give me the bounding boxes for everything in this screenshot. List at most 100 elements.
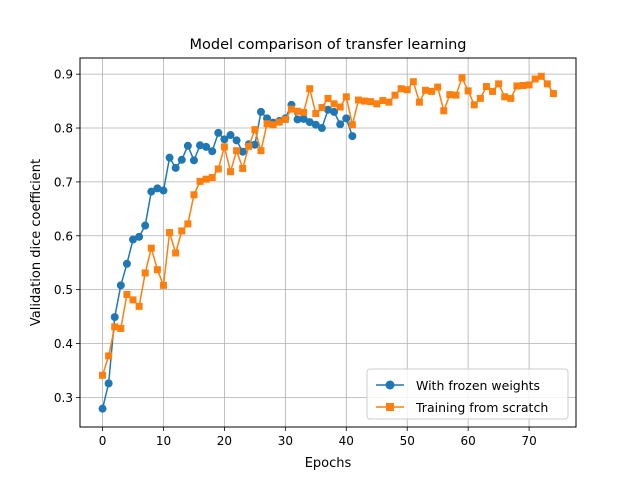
data-point-scratch	[531, 75, 539, 83]
data-point-frozen	[250, 140, 259, 149]
data-point-scratch	[178, 227, 186, 235]
data-point-scratch	[354, 96, 362, 104]
data-point-scratch	[452, 91, 460, 99]
data-point-frozen	[147, 187, 156, 196]
data-point-frozen	[330, 107, 339, 116]
data-point-scratch	[348, 121, 356, 129]
data-point-frozen	[317, 124, 326, 133]
data-point-scratch	[324, 94, 332, 102]
data-point-scratch	[166, 229, 174, 237]
data-point-frozen	[324, 105, 332, 114]
legend-marker-scratch	[386, 403, 394, 411]
x-axis-label: Epochs	[305, 456, 352, 471]
data-point-scratch	[525, 81, 533, 89]
data-point-scratch	[482, 83, 490, 91]
y-tick-label: 0.7	[54, 175, 73, 189]
data-point-scratch	[275, 118, 283, 126]
data-point-frozen	[348, 132, 357, 141]
series-layer	[98, 72, 557, 413]
data-point-scratch	[446, 91, 454, 99]
data-point-scratch	[385, 98, 393, 106]
data-point-frozen	[202, 142, 211, 151]
data-point-scratch	[220, 143, 228, 151]
data-point-scratch	[342, 93, 350, 101]
data-point-scratch	[336, 103, 344, 111]
data-point-scratch	[184, 220, 192, 228]
data-point-scratch	[294, 107, 302, 115]
data-point-frozen	[165, 153, 174, 162]
x-tick-label: 10	[156, 434, 171, 448]
data-point-scratch	[281, 115, 289, 123]
data-point-scratch	[495, 80, 503, 88]
data-point-scratch	[99, 371, 107, 379]
data-point-scratch	[123, 290, 131, 298]
data-point-frozen	[214, 128, 223, 137]
data-point-scratch	[287, 105, 295, 113]
data-point-frozen	[336, 120, 345, 129]
data-point-frozen	[311, 120, 320, 129]
data-point-frozen	[171, 163, 180, 172]
data-point-frozen	[110, 313, 119, 322]
x-tick-label: 70	[521, 434, 536, 448]
data-point-frozen	[135, 232, 144, 241]
data-point-scratch	[202, 175, 210, 183]
data-point-scratch	[507, 94, 515, 102]
y-tick-label: 0.5	[54, 283, 73, 297]
grid	[80, 58, 576, 427]
axis-ticks: 0 10 20 30 40 50 60 70 0.3 0.4 0.5 0.6 0.7 0.8 0.9	[54, 68, 537, 448]
data-point-scratch	[409, 78, 417, 86]
data-point-scratch	[153, 266, 161, 274]
legend-box	[366, 368, 569, 420]
chart-title: Model comparison of transfer learning	[189, 37, 466, 53]
data-point-frozen	[104, 379, 113, 388]
data-point-scratch	[172, 249, 180, 257]
data-point-scratch	[263, 120, 271, 128]
data-point-scratch	[476, 94, 484, 102]
data-point-frozen	[238, 147, 247, 156]
data-point-scratch	[312, 109, 320, 117]
data-point-scratch	[367, 98, 375, 106]
data-point-scratch	[373, 100, 381, 108]
data-point-scratch	[300, 108, 308, 116]
data-point-scratch	[245, 142, 253, 150]
data-point-scratch	[239, 164, 247, 172]
data-point-frozen	[220, 135, 229, 144]
y-tick-label: 0.4	[54, 337, 73, 351]
data-point-scratch	[251, 126, 259, 134]
data-point-scratch	[434, 83, 442, 91]
data-point-scratch	[513, 82, 521, 90]
data-point-scratch	[111, 323, 119, 331]
data-point-scratch	[269, 121, 277, 129]
data-point-scratch	[428, 87, 436, 95]
data-point-scratch	[105, 352, 113, 360]
data-point-scratch	[501, 93, 509, 101]
data-point-scratch	[330, 100, 338, 108]
legend: With frozen weights Training from scratc…	[366, 368, 569, 420]
data-point-scratch	[397, 85, 405, 93]
data-point-frozen	[305, 118, 314, 127]
legend-label-scratch: Training from scratch	[415, 400, 548, 415]
y-tick-label: 0.9	[54, 68, 73, 82]
data-point-scratch	[196, 177, 204, 185]
legend-label-frozen: With frozen weights	[416, 378, 540, 393]
data-point-frozen	[208, 147, 217, 156]
data-point-scratch	[141, 269, 149, 277]
data-point-scratch	[361, 97, 369, 105]
x-tick-label: 30	[278, 434, 293, 448]
data-point-frozen	[299, 114, 308, 123]
x-tick-label: 60	[461, 434, 476, 448]
data-point-scratch	[519, 81, 527, 89]
data-point-scratch	[227, 168, 235, 176]
data-point-scratch	[214, 165, 222, 173]
data-point-frozen	[189, 156, 198, 165]
data-point-frozen	[256, 107, 265, 116]
data-point-frozen	[116, 281, 125, 290]
data-point-frozen	[129, 235, 138, 244]
data-point-scratch	[306, 85, 314, 93]
data-point-scratch	[135, 302, 143, 310]
data-point-frozen	[177, 155, 186, 164]
data-point-frozen	[226, 131, 235, 140]
data-point-frozen	[196, 141, 205, 150]
data-point-scratch	[489, 87, 497, 95]
